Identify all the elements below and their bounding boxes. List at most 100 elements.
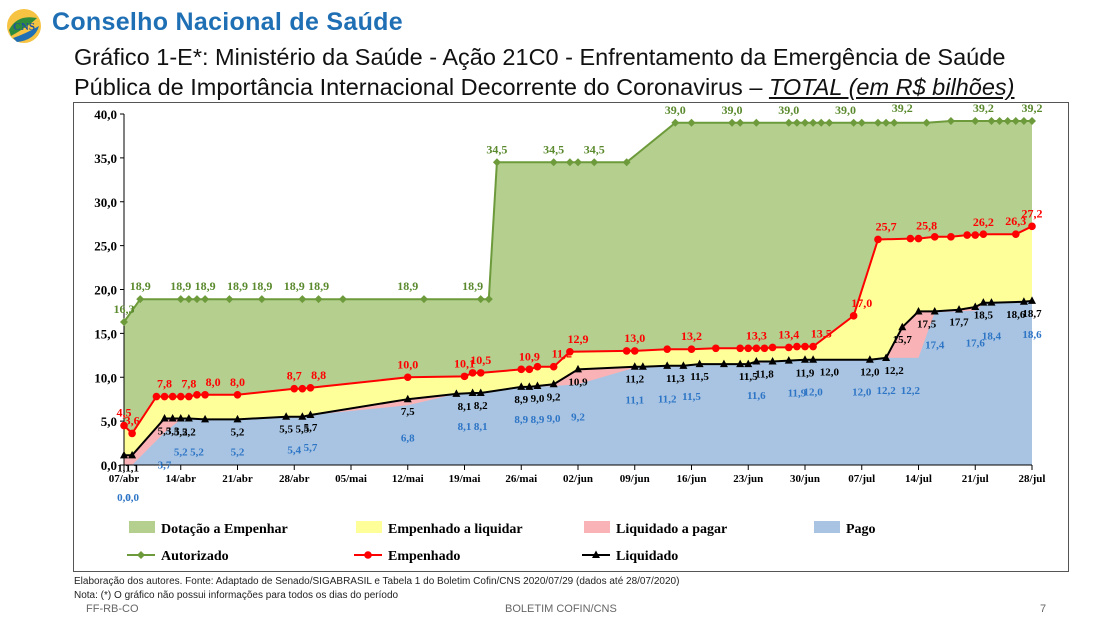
marker-liquidado — [865, 355, 874, 363]
data-label-empenhado: 13,0 — [624, 331, 645, 345]
marker-autorizado — [257, 295, 266, 304]
marker-empenhado — [784, 343, 793, 352]
data-label-empenhado: 26,3 — [1005, 214, 1026, 228]
marker-autorizado — [971, 117, 980, 126]
marker-empenhado — [1028, 222, 1036, 231]
data-label-empenhado: 7,8 — [157, 377, 172, 391]
data-label-empenhado: 10,1 — [454, 356, 475, 370]
marker-autorizado — [817, 118, 826, 127]
marker-autorizado — [590, 158, 599, 167]
marker-empenhado — [809, 342, 817, 351]
marker-empenhado — [930, 233, 939, 241]
marker-empenhado — [476, 369, 485, 377]
marker-empenhado — [914, 234, 923, 243]
x-tick-label: 21/jul — [962, 473, 989, 485]
data-label-pago: 12,2 — [876, 385, 896, 397]
marker-empenhado — [176, 392, 185, 401]
area-pago — [124, 301, 1032, 465]
marker-empenhado — [744, 344, 753, 353]
data-label-autorizado: 18,9 — [251, 279, 272, 293]
legend-label-liquidado: Liquidado — [616, 549, 678, 564]
x-tick-label: 26/mai — [505, 473, 537, 485]
marker-autorizado — [225, 295, 234, 304]
marker-liquidado — [120, 450, 128, 459]
data-label-empenhado: 8,0 — [206, 375, 221, 389]
marker-autorizado — [752, 118, 761, 127]
marker-empenhado — [736, 344, 744, 353]
x-tick-label: 09/jun — [620, 473, 650, 485]
marker-empenhado — [517, 365, 526, 374]
marker-autorizado — [987, 117, 996, 126]
data-label-autorizado: 39,0 — [722, 103, 743, 117]
data-label-empenhado: 27,2 — [1022, 206, 1043, 220]
data-label-empenhado: 8,8 — [311, 368, 326, 382]
data-label-pago: 17,6 — [966, 338, 986, 350]
y-tick-label: 30,0 — [94, 195, 117, 210]
data-label-liquidado: 1,1 — [125, 462, 139, 474]
data-label-pago: 11,5 — [682, 391, 701, 403]
marker-liquidado — [695, 359, 704, 368]
data-label-pago: 11,1 — [625, 395, 644, 407]
x-tick-label: 16/jun — [677, 473, 707, 485]
data-label-autorizado: 18,9 — [195, 279, 216, 293]
marker-liquidado — [403, 394, 412, 403]
data-label-pago: 11,2 — [658, 394, 677, 406]
y-tick-label: 10,0 — [94, 370, 117, 385]
data-label-autorizado: 34,5 — [486, 142, 507, 156]
title-unit: TOTAL (em R$ bilhões) — [768, 74, 1015, 100]
marker-autorizado — [995, 117, 1004, 126]
marker-liquidado — [955, 305, 964, 313]
title-line-2: Pública de Importância Internacional Dec… — [74, 72, 1084, 102]
data-label-autorizado: 39,0 — [665, 103, 686, 117]
marker-empenhado — [290, 384, 299, 393]
data-label-liquidado: 11,9 — [796, 368, 815, 380]
data-label-autorizado: 34,5 — [543, 142, 564, 156]
legend-marker-liquidado — [592, 550, 600, 558]
marker-liquidado — [679, 361, 688, 369]
marker-autorizado — [784, 118, 793, 127]
marker-autorizado — [314, 295, 323, 304]
y-tick-label: 40,0 — [94, 107, 117, 122]
data-label-pago: 9,2 — [571, 411, 585, 423]
data-label-empenhado: 7,8 — [181, 377, 196, 391]
data-label-autorizado: 39,0 — [778, 103, 799, 117]
marker-liquidado — [533, 381, 542, 390]
data-label-autorizado: 39,2 — [892, 103, 913, 115]
data-label-pago: 12,2 — [901, 385, 921, 397]
data-label-liquidado: 5,2 — [174, 426, 188, 438]
legend-item-autorizado: Autorizado — [127, 549, 229, 564]
data-label-autorizado: 18,9 — [170, 279, 191, 293]
data-label-pago: 9,0 — [547, 413, 561, 425]
marker-liquidado — [801, 355, 809, 363]
marker-empenhado — [1011, 230, 1020, 239]
marker-autorizado — [671, 118, 680, 127]
x-tick-label: 19/mai — [449, 473, 481, 485]
y-tick-label: 15,0 — [94, 326, 117, 341]
data-label-liquidado: 8,1 — [458, 401, 472, 413]
marker-liquidado — [298, 412, 307, 420]
marker-empenhado — [298, 384, 307, 393]
marker-liquidado — [476, 388, 485, 397]
data-label-liquidado: 5,3 — [158, 425, 172, 437]
x-tick-label: 02/jun — [563, 473, 593, 485]
data-label-autorizado: 16,3 — [114, 302, 135, 316]
data-label-liquidado: 8,2 — [474, 400, 488, 412]
data-label-liquidado: 9,0 — [531, 393, 545, 405]
data-label-empenhado: 12,9 — [568, 332, 589, 346]
marker-autorizado — [492, 158, 501, 167]
x-tick-label: 14/jul — [905, 473, 932, 485]
cns-logo-icon: CNS — [7, 9, 41, 43]
marker-liquidado — [719, 359, 728, 368]
data-label-liquidado: 11,8 — [755, 368, 774, 380]
marker-liquidado — [282, 412, 291, 420]
data-label-autorizado: 18,9 — [284, 279, 305, 293]
org-name: Conselho Nacional de Saúde — [52, 8, 403, 36]
data-label-autorizado: 34,5 — [584, 142, 605, 156]
legend-marker-autorizado — [137, 551, 145, 559]
page-number: 7 — [1040, 603, 1047, 615]
marker-autorizado — [922, 118, 931, 127]
marker-empenhado — [460, 372, 469, 381]
y-tick-label: 0,0 — [101, 458, 117, 473]
x-tick-label: 21/abr — [222, 473, 253, 485]
marker-liquidado — [768, 356, 777, 365]
